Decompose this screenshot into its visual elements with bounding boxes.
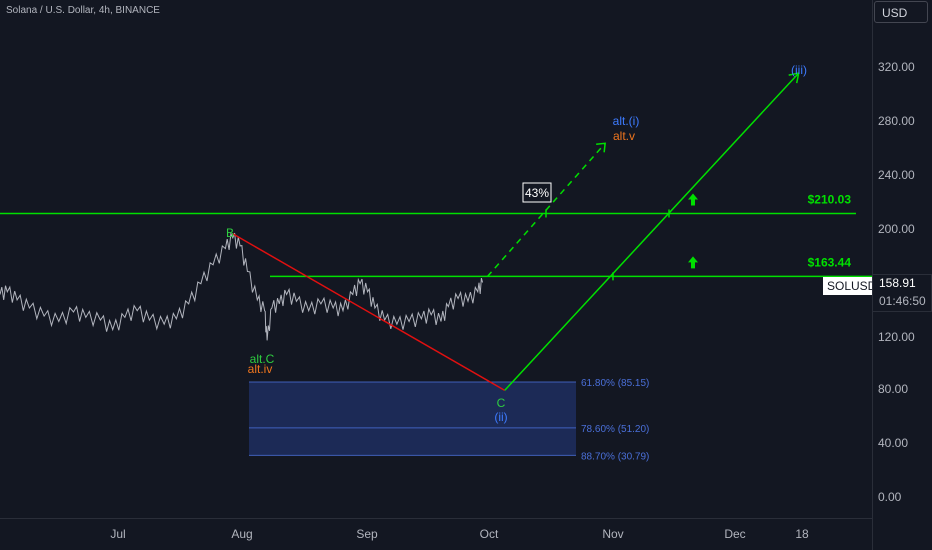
wave-label-ii: (ii) [494,410,507,424]
correction-wave-line [232,233,506,391]
wave-label-alt-iv: alt.iv [248,362,273,376]
percent-label: 43% [525,186,549,200]
wave-label-b: B [226,226,234,240]
fib-zone [249,382,576,456]
y-tick-label: 320.00 [878,60,915,74]
last-price-tag: 158.91 01:46:50 [872,274,932,312]
impulse-arrowhead [788,72,800,84]
x-tick-label: 18 [795,527,809,541]
alt-impulse-arrowhead [596,142,606,153]
up-arrow-icon [688,193,698,206]
x-tick-label: Oct [479,527,499,541]
x-tick-label: Sep [356,527,378,541]
price-series-line [0,231,484,341]
y-tick-label: 200.00 [878,222,915,236]
y-tick-label: 240.00 [878,168,915,182]
currency-button[interactable]: USD [874,1,928,23]
y-tick-label: 120.00 [878,330,915,344]
level-label-210: $210.03 [808,192,852,206]
x-tick-label: Dec [724,527,746,541]
wave-label-alt-v: alt.v [613,129,635,143]
y-tick-label: 40.00 [878,436,909,450]
wave-label-alt-i: alt.(i) [613,114,640,128]
y-tick-label: 0.00 [878,490,902,504]
fib-label: 61.80% (85.15) [581,378,649,389]
percent-box [522,182,552,203]
fib-label: 88.70% (30.79) [581,451,649,462]
last-price: 158.91 [879,276,916,290]
level-label-163: $163.44 [808,255,852,269]
wave-label-iii: (iii) [791,63,807,77]
bar-countdown: 01:46:50 [879,294,926,308]
y-tick-label: 80.00 [878,382,909,396]
wave-label-alt-c: alt.C [250,352,275,366]
x-tick-label: Nov [602,527,624,541]
symbol-tag: SOLUSD [823,277,881,295]
x-axis-line [0,518,872,519]
symbol-title: Solana / U.S. Dollar, 4h, BINANCE [6,5,160,16]
x-tick-label: Jul [110,527,126,541]
wave-label-c: C [497,396,506,410]
y-tick-label: 280.00 [878,114,915,128]
impulse-wave-line [504,72,800,391]
x-tick-label: Aug [231,527,253,541]
fib-label: 78.60% (51.20) [581,424,649,435]
up-arrow-icon [688,256,698,269]
